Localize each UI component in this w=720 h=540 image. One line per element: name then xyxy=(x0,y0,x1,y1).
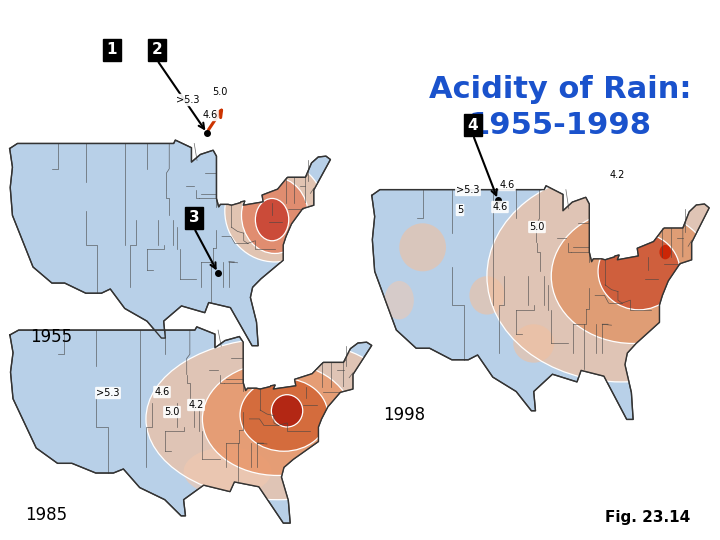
Text: 1955-1998: 1955-1998 xyxy=(469,111,652,139)
Text: >5.3: >5.3 xyxy=(176,95,199,105)
Ellipse shape xyxy=(271,395,302,427)
Ellipse shape xyxy=(256,199,289,241)
Text: 5.0: 5.0 xyxy=(529,222,545,232)
Text: 3: 3 xyxy=(189,211,199,226)
Text: >5.3: >5.3 xyxy=(456,185,480,195)
Text: 4.2: 4.2 xyxy=(609,170,625,180)
Polygon shape xyxy=(372,186,709,420)
Ellipse shape xyxy=(184,447,271,496)
Text: 4.6: 4.6 xyxy=(492,202,508,212)
Text: 1998: 1998 xyxy=(383,406,425,424)
Text: 4.6: 4.6 xyxy=(500,180,515,190)
Ellipse shape xyxy=(552,209,715,343)
Text: 2: 2 xyxy=(152,43,163,57)
Text: 4.2: 4.2 xyxy=(189,400,204,410)
Text: 5: 5 xyxy=(457,205,463,215)
Text: 1955: 1955 xyxy=(30,328,72,346)
Text: 5.0: 5.0 xyxy=(212,87,228,97)
Text: 4.6: 4.6 xyxy=(202,110,217,120)
Text: Acidity of Rain:: Acidity of Rain: xyxy=(428,76,691,105)
Text: 4: 4 xyxy=(468,118,478,132)
Ellipse shape xyxy=(146,338,410,500)
Ellipse shape xyxy=(241,177,308,253)
Text: 5.0: 5.0 xyxy=(164,407,180,417)
Ellipse shape xyxy=(598,233,680,310)
Ellipse shape xyxy=(202,362,353,475)
Ellipse shape xyxy=(487,171,720,382)
Ellipse shape xyxy=(513,324,554,363)
Ellipse shape xyxy=(384,281,414,320)
Ellipse shape xyxy=(225,160,325,262)
Text: >5.3: >5.3 xyxy=(96,388,120,398)
Text: Fig. 23.14: Fig. 23.14 xyxy=(605,510,690,525)
Polygon shape xyxy=(9,140,330,346)
Ellipse shape xyxy=(469,276,505,315)
Text: 1: 1 xyxy=(107,43,117,57)
Text: 1985: 1985 xyxy=(25,506,67,524)
Text: 4.6: 4.6 xyxy=(154,387,170,397)
Polygon shape xyxy=(10,327,372,523)
Ellipse shape xyxy=(399,223,446,271)
Ellipse shape xyxy=(660,245,671,259)
Ellipse shape xyxy=(240,379,328,451)
